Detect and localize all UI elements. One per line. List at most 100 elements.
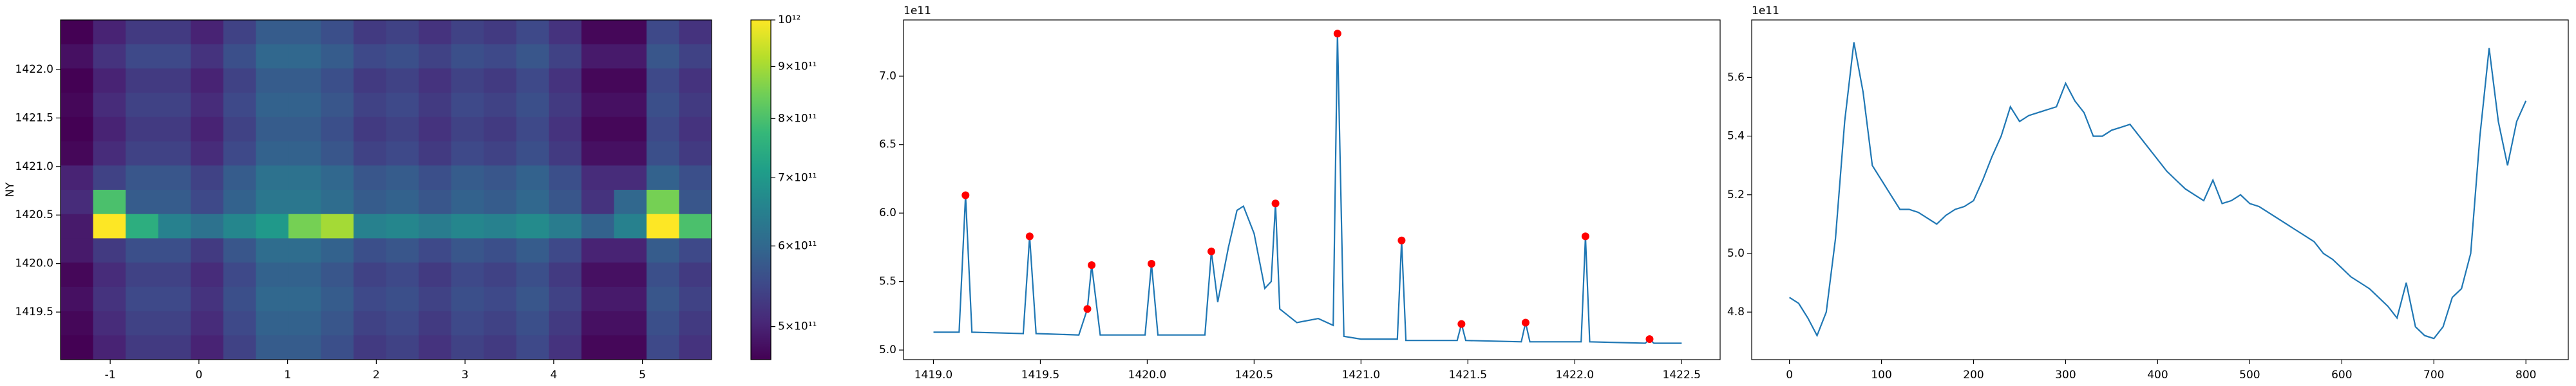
heatmap-cell xyxy=(353,262,386,288)
heatmap-cell xyxy=(126,262,159,288)
x-tick-label: 1421.0 xyxy=(1342,369,1380,381)
heatmap-cell xyxy=(158,68,191,93)
heatmap-cell xyxy=(321,93,354,118)
heatmap-cell xyxy=(549,311,582,336)
colorbar-tick-label: 8×10¹¹ xyxy=(778,112,817,125)
y-tick-label: 1422.0 xyxy=(15,63,53,76)
heatmap-cell xyxy=(353,214,386,239)
heatmap-cell xyxy=(614,165,647,190)
heatmap-cell xyxy=(61,214,94,239)
y-tick-label: 5.2 xyxy=(1727,188,1745,201)
heatmap-cell xyxy=(321,44,354,69)
heatmap-cell xyxy=(256,311,289,336)
heatmap-cell xyxy=(386,68,419,93)
x-tick-label: 5 xyxy=(639,369,646,381)
heatmap-cell xyxy=(516,116,549,142)
heatmap-cell xyxy=(158,116,191,142)
heatmap-cell xyxy=(581,68,614,93)
heatmap-cell xyxy=(223,238,256,263)
heatmap-cell xyxy=(191,165,224,190)
offset-label: 1e11 xyxy=(1752,5,1779,17)
heatmap-cell xyxy=(93,68,126,93)
heatmap-cell xyxy=(61,93,94,118)
heatmap-cell xyxy=(549,286,582,312)
heatmap-cell xyxy=(484,335,517,360)
heatmap-cell xyxy=(93,165,126,190)
heatmap-cell xyxy=(353,44,386,69)
y-tick-label: 5.0 xyxy=(879,344,896,356)
heatmap-cell xyxy=(516,262,549,288)
heatmap-cell xyxy=(288,311,321,336)
heatmap-cell xyxy=(61,335,94,360)
heatmap-cell xyxy=(191,116,224,142)
heatmap-cell xyxy=(353,311,386,336)
heatmap-cell xyxy=(581,190,614,215)
heatmap-cell xyxy=(288,286,321,312)
heatmap-cell xyxy=(288,44,321,69)
heatmap-cell xyxy=(191,238,224,263)
x-tick-label: 4 xyxy=(550,369,557,381)
heatmap-cell xyxy=(679,141,712,166)
heatmap-cell xyxy=(126,141,159,166)
heatmap-cell xyxy=(61,286,94,312)
heatmap-cell xyxy=(484,116,517,142)
heatmap-cell xyxy=(516,335,549,360)
heatmap-cell xyxy=(321,214,354,239)
peak-marker xyxy=(1521,318,1530,327)
heatmap-cell xyxy=(223,68,256,93)
x-tick-label: 100 xyxy=(1871,369,1891,381)
heatmap-cell xyxy=(158,311,191,336)
heatmap-cell xyxy=(61,20,94,45)
heatmap-cell xyxy=(484,238,517,263)
heatmap-cell xyxy=(614,93,647,118)
heatmap-cell xyxy=(158,141,191,166)
heatmap-cell xyxy=(191,20,224,45)
heatmap-cell xyxy=(256,68,289,93)
heatmap-cell xyxy=(321,20,354,45)
heatmap-cell xyxy=(321,190,354,215)
heatmap-cell xyxy=(549,262,582,288)
heatmap-cell xyxy=(451,262,484,288)
heatmap-cell xyxy=(614,20,647,45)
heatmap-cell xyxy=(646,214,679,239)
x-tick-label: 600 xyxy=(2331,369,2352,381)
heatmap-cell xyxy=(646,68,679,93)
peak-marker xyxy=(1333,30,1341,38)
y-tick-label: 6.5 xyxy=(879,138,896,151)
heatmap-cell xyxy=(61,262,94,288)
heatmap-cell xyxy=(646,93,679,118)
heatmap-cell xyxy=(516,93,549,118)
peak-marker xyxy=(1271,199,1280,208)
heatmap-cell xyxy=(614,335,647,360)
line xyxy=(933,33,1682,344)
heatmap-cell xyxy=(419,238,452,263)
heatmap-cell xyxy=(61,116,94,142)
heatmap-cell xyxy=(614,311,647,336)
y-tick-label: 5.4 xyxy=(1727,130,1745,143)
x-tick-label: 500 xyxy=(2239,369,2260,381)
y-tick-label: 7.0 xyxy=(879,69,896,82)
colorbar-tick-label: 9×10¹¹ xyxy=(778,60,817,73)
heatmap-cell xyxy=(223,286,256,312)
heatmap-cell xyxy=(614,190,647,215)
heatmap-cell xyxy=(223,116,256,142)
heatmap-cell xyxy=(158,165,191,190)
heatmap-cell xyxy=(61,44,94,69)
heatmap-cell xyxy=(451,238,484,263)
heatmap-cell xyxy=(549,44,582,69)
heatmap-cell xyxy=(223,311,256,336)
line xyxy=(1789,42,2527,340)
heatmap-cell xyxy=(549,335,582,360)
peak-marker xyxy=(1397,236,1406,244)
heatmap-cell xyxy=(321,68,354,93)
heatmap-cell xyxy=(61,165,94,190)
heatmap-cell xyxy=(419,44,452,69)
heatmap-cell xyxy=(321,286,354,312)
heatmap-cell xyxy=(191,190,224,215)
heatmap-cell xyxy=(126,165,159,190)
offset-label: 1e11 xyxy=(904,5,931,17)
colorbar-tick-label: 6×10¹¹ xyxy=(778,239,817,252)
peak-marker xyxy=(1083,305,1092,313)
heatmap-cell xyxy=(386,93,419,118)
heatmap-cell xyxy=(256,335,289,360)
